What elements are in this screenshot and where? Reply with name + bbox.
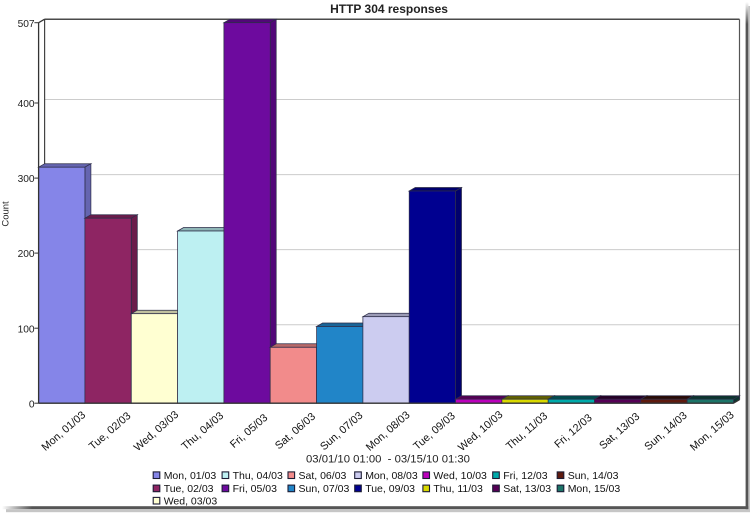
svg-text:200: 200: [18, 249, 35, 260]
svg-text:Sat, 13/03: Sat, 13/03: [503, 483, 551, 495]
svg-text:Mon, 01/03: Mon, 01/03: [164, 470, 217, 482]
svg-text:Fri, 12/03: Fri, 12/03: [503, 470, 548, 482]
svg-text:507: 507: [18, 19, 35, 30]
svg-text:100: 100: [18, 324, 35, 335]
svg-text:Tue, 02/03: Tue, 02/03: [164, 483, 214, 495]
svg-text:Thu, 04/03: Thu, 04/03: [233, 470, 283, 482]
svg-text:Fri, 05/03: Fri, 05/03: [233, 483, 278, 495]
svg-text:Wed, 10/03: Wed, 10/03: [433, 470, 487, 482]
svg-text:HTTP 304 responses: HTTP 304 responses: [330, 2, 448, 16]
svg-text:Thu, 11/03: Thu, 11/03: [433, 483, 483, 495]
svg-text:400: 400: [18, 99, 35, 110]
svg-text:Mon, 15/03: Mon, 15/03: [568, 483, 621, 495]
svg-text:Mon, 08/03: Mon, 08/03: [365, 470, 418, 482]
svg-text:Count: Count: [1, 201, 12, 227]
svg-text:300: 300: [18, 174, 35, 185]
svg-text:Tue, 09/03: Tue, 09/03: [365, 483, 415, 495]
svg-text:0: 0: [29, 399, 35, 410]
svg-text:Sun, 14/03: Sun, 14/03: [568, 470, 619, 482]
svg-text:Sat, 06/03: Sat, 06/03: [299, 470, 347, 482]
svg-text:Sun, 07/03: Sun, 07/03: [299, 483, 350, 495]
svg-text:03/01/10 01:00 - 03/15/10 01:: 03/01/10 01:00 - 03/15/10 01:30: [306, 454, 470, 466]
svg-text:Wed, 03/03: Wed, 03/03: [164, 495, 218, 507]
